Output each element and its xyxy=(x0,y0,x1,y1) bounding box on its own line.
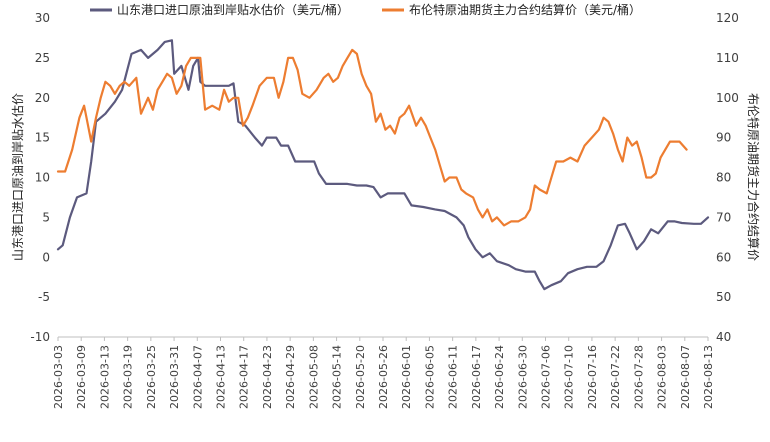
x-tick-label: 2026-07-06 xyxy=(540,345,553,409)
left-tick-label: 20 xyxy=(35,91,50,105)
x-tick-label: 2026-05-14 xyxy=(331,345,344,409)
right-tick-label: 70 xyxy=(716,210,731,224)
series-line-brent xyxy=(56,48,688,227)
left-tick-label: -5 xyxy=(38,290,50,304)
right-tick-label: 50 xyxy=(716,290,731,304)
left-axis-ticks: -10 -5 0 5 10 15 20 25 30 xyxy=(30,11,50,344)
x-tick-label: 2026-06-11 xyxy=(447,345,460,409)
legend: 山东港口进口原油到岸贴水估价（美元/桶） 布伦特原油期货主力合约结算价（美元/桶… xyxy=(90,2,641,17)
left-tick-label: 25 xyxy=(35,51,50,65)
x-tick-label: 2026-04-13 xyxy=(215,345,228,409)
x-axis-ticks: 2026-03-03 2026-03-09 2026-03-13 2026-03-19… xyxy=(52,337,715,409)
x-tick-label: 2026-06-24 xyxy=(493,345,506,409)
left-tick-label: 15 xyxy=(35,131,50,145)
right-tick-label: 90 xyxy=(716,131,731,145)
x-tick-label: 2026-07-16 xyxy=(586,345,599,409)
right-tick-label: 100 xyxy=(716,91,739,105)
x-tick-label: 2026-05-20 xyxy=(354,345,367,409)
x-tick-label: 2026-03-09 xyxy=(75,345,88,409)
right-axis-ticks: 40 50 60 70 80 90 100 110 120 xyxy=(716,11,739,344)
x-tick-label: 2026-06-05 xyxy=(423,345,436,409)
x-tick-label: 2026-03-31 xyxy=(168,345,181,409)
x-tick-label: 2026-06-17 xyxy=(470,345,483,409)
x-tick-label: 2026-05-08 xyxy=(307,345,320,409)
right-tick-label: 110 xyxy=(716,51,739,65)
x-tick-label: 2026-04-17 xyxy=(238,345,251,409)
x-tick-label: 2026-08-07 xyxy=(679,345,692,409)
x-tick-label: 2026-03-13 xyxy=(98,345,111,409)
x-tick-label: 2026-03-25 xyxy=(145,345,158,409)
right-tick-label: 60 xyxy=(716,250,731,264)
x-tick-label: 2026-07-22 xyxy=(609,345,622,409)
legend-label-discount: 山东港口进口原油到岸贴水估价（美元/桶） xyxy=(117,2,349,17)
x-tick-label: 2026-08-13 xyxy=(702,345,715,409)
left-tick-label: 30 xyxy=(35,11,50,25)
x-tick-label: 2026-07-10 xyxy=(563,345,576,409)
left-tick-label: -10 xyxy=(30,330,50,344)
right-tick-label: 80 xyxy=(716,171,731,185)
left-axis-title: 山东港口进口原油到岸贴水估价 xyxy=(11,93,25,261)
x-tick-label: 2026-07-28 xyxy=(632,345,645,409)
x-tick-label: 2026-04-23 xyxy=(261,345,274,409)
series-line-discount xyxy=(56,39,710,291)
x-tick-label: 2026-04-07 xyxy=(191,345,204,409)
right-tick-label: 40 xyxy=(716,330,731,344)
left-tick-label: 0 xyxy=(42,250,50,264)
left-tick-label: 10 xyxy=(35,171,50,185)
x-tick-label: 2026-03-19 xyxy=(122,345,135,409)
right-tick-label: 120 xyxy=(716,11,739,25)
left-tick-label: 5 xyxy=(42,210,50,224)
x-tick-label: 2026-06-01 xyxy=(400,345,413,409)
right-axis-title: 布伦特原油期货主力合约结算价 xyxy=(746,93,761,261)
x-tick-label: 2026-08-03 xyxy=(656,345,669,409)
x-tick-label: 2026-04-29 xyxy=(284,345,297,409)
x-tick-label: 2026-05-26 xyxy=(377,345,390,409)
series-layer xyxy=(56,39,710,291)
x-tick-label: 2026-03-03 xyxy=(52,345,65,409)
legend-label-brent: 布伦特原油期货主力合约结算价（美元/桶） xyxy=(409,2,641,17)
x-tick-label: 2026-06-30 xyxy=(516,345,529,409)
